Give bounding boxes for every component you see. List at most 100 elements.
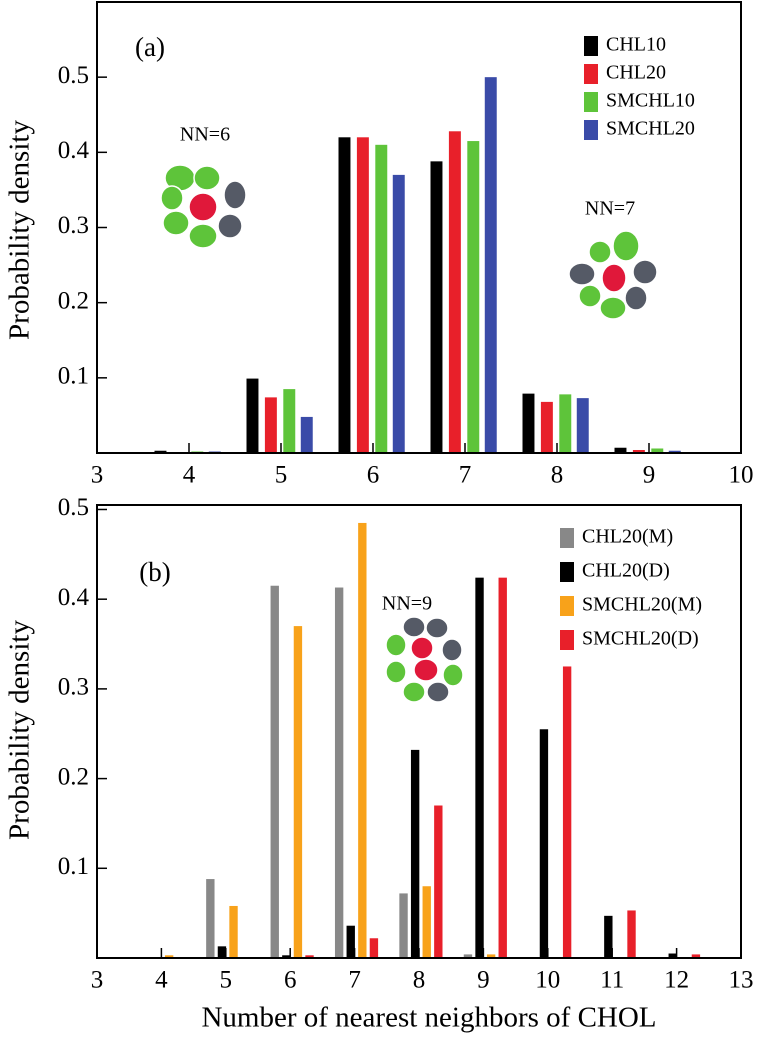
legend-label: CHL10 [606,34,666,56]
bar [448,131,461,453]
bar [484,77,497,454]
bar [356,137,369,454]
bar [246,378,259,453]
y-tick-label: 0.1 [58,853,89,880]
bar [369,938,379,958]
bar [305,955,314,958]
bar [614,447,627,453]
bar [632,449,645,453]
bar [338,137,351,454]
annotation: NN=9 [382,593,432,615]
x-axis-label: Number of nearest neighbors of CHOL [201,1002,656,1034]
bar [604,915,613,958]
bar [334,587,344,958]
x-tick-label: 12 [664,967,689,994]
bar [539,729,549,958]
x-tick-label: 5 [275,462,288,489]
bar [668,953,677,958]
bar [217,946,227,958]
legend-label: CHL20(M) [582,526,673,548]
x-tick-label: 5 [220,967,233,994]
legend-label: SMCHL20 [606,118,695,140]
annotation: NN=7 [585,198,635,220]
icon-nn7 [568,230,658,320]
bar [154,450,167,453]
bar [522,393,535,453]
y-tick-label: 0.4 [58,584,90,611]
bar [410,749,420,958]
bar [206,879,215,958]
x-tick-label: 3 [91,462,104,489]
y-tick-label: 0.2 [58,763,89,790]
bar [463,954,473,958]
bar [559,394,572,453]
bar [270,585,279,958]
x-tick-label: 4 [155,967,168,994]
bar [498,577,507,958]
legend-label: SMCHL20(D) [582,628,699,650]
bar [422,886,431,958]
legend-swatch [560,630,574,650]
bar [486,954,496,958]
bar [467,141,480,453]
bar [283,389,296,453]
x-tick-label: 6 [367,462,380,489]
legend-swatch [560,562,574,582]
x-tick-label: 10 [535,967,560,994]
y-tick-label: 0.3 [58,674,89,701]
bar [375,144,388,454]
bar [668,450,681,453]
x-tick-label: 9 [643,462,656,489]
bar [392,174,405,453]
legend-label: SMCHL10 [606,90,695,112]
bar [229,905,238,958]
x-tick-label: 8 [413,967,426,994]
bar [358,522,367,958]
icon-nn6 [160,164,247,249]
legend-label: CHL20 [606,62,666,84]
bar [434,805,443,958]
legend-swatch [584,64,598,84]
annotation: (b) [139,557,170,587]
bar [300,416,313,453]
legend-swatch [584,92,598,112]
bar [282,955,291,958]
bar [691,954,701,958]
y-axis-label: Probability density [4,120,36,340]
bar [562,666,572,958]
legend-swatch [560,528,574,548]
y-tick-label: 0.1 [58,363,89,390]
x-tick-label: 6 [284,967,297,994]
bar [576,398,589,453]
bar [264,397,277,453]
annotation: NN=6 [180,124,230,146]
y-tick-label: 0.3 [58,212,89,239]
x-tick-label: 10 [729,462,754,489]
y-tick-label: 0.4 [58,137,90,164]
legend-label: SMCHL20(M) [582,594,702,616]
x-tick-label: 11 [600,967,624,994]
y-tick-label: 0.5 [58,494,89,521]
x-tick-label: 7 [459,462,472,489]
bar [540,401,553,453]
icon-nn9 [385,616,464,703]
legend-swatch [584,36,598,56]
x-tick-label: 3 [91,967,104,994]
x-tick-label: 7 [348,967,361,994]
bar [627,910,636,958]
y-tick-label: 0.2 [58,287,89,314]
bar [293,626,303,958]
bar [430,161,443,453]
bar [651,448,664,453]
annotation: (a) [135,32,165,62]
x-tick-label: 8 [551,462,564,489]
legend-swatch [560,596,574,616]
legend-swatch [584,120,598,140]
bar [475,577,484,958]
x-tick-label: 13 [729,967,754,994]
bar [399,893,408,958]
x-tick-label: 4 [183,462,196,489]
legend-label: CHL20(D) [582,560,670,582]
